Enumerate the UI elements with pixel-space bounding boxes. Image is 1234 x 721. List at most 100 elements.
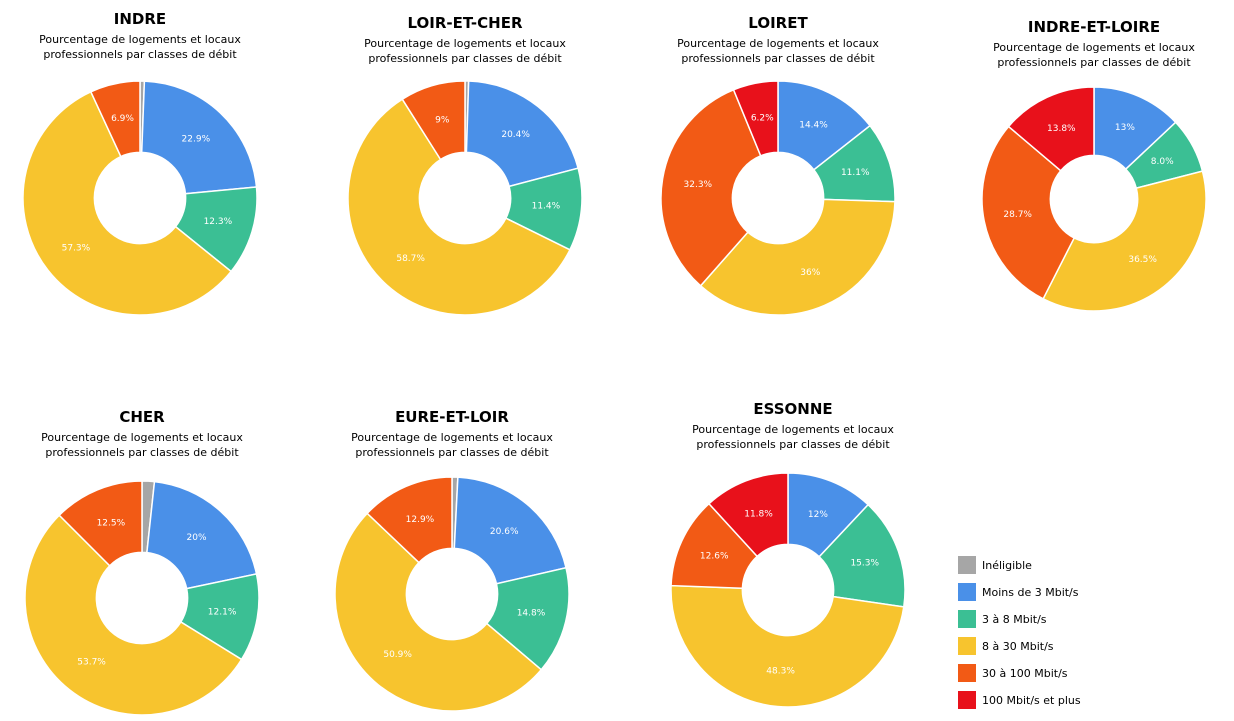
chart-title: LOIRET xyxy=(748,14,808,32)
slice-data-label: 32.3% xyxy=(684,180,713,190)
slice-data-label: 48.3% xyxy=(766,666,795,676)
donut-slice-lt3 xyxy=(146,480,258,590)
legend-item-3to8: 3 à 8 Mbit/s xyxy=(958,609,1081,629)
chart-panel-cher: CHER Pourcentage de logements et locaux … xyxy=(2,408,282,460)
chart-subtitle-line1: Pourcentage de logements et locaux xyxy=(351,431,553,444)
chart-subtitle-line2: professionnels par classes de débit xyxy=(681,52,875,65)
legend-item-gt100: 100 Mbit/s et plus xyxy=(958,690,1081,710)
chart-subtitle-line2: professionnels par classes de débit xyxy=(45,446,239,459)
chart-subtitle-line1: Pourcentage de logements et locaux xyxy=(692,423,894,436)
legend-swatch xyxy=(958,583,976,601)
donut-slice-3to8 xyxy=(818,503,906,608)
chart-title: ESSONNE xyxy=(753,400,833,418)
chart-subtitle-line2: professionnels par classes de débit xyxy=(997,56,1191,69)
donut-chart-indre: 22.9% 12.3% 57.3% 6.9% xyxy=(22,80,258,316)
donut-slice-gt100 xyxy=(1007,86,1095,172)
chart-panel-eure-et-loir: EURE-ET-LOIR Pourcentage de logements et… xyxy=(312,408,592,460)
donut-slice-gt100 xyxy=(732,80,779,157)
slice-data-label: 50.9% xyxy=(383,650,412,660)
slice-data-label: 53.7% xyxy=(77,657,106,667)
legend-swatch xyxy=(958,556,976,574)
chart-subtitle-line2: professionnels par classes de débit xyxy=(696,438,890,451)
donut-chart-cher: 20% 12.1% 53.7% 12.5% xyxy=(24,480,260,716)
slice-data-label: 12% xyxy=(808,510,828,520)
donut-slice-30to100 xyxy=(366,476,453,564)
slice-data-label: 12.3% xyxy=(204,217,233,227)
donut-slice-8to30 xyxy=(22,90,233,316)
donut-slice-8to30 xyxy=(699,198,896,316)
donut-slice-30to100 xyxy=(401,80,466,161)
slice-data-label: 11.8% xyxy=(744,510,773,520)
slice-data-label: 8.0% xyxy=(1151,157,1174,167)
donut-chart-indre-et-loire: 13% 8.0% 36.5% 28.7% 13.8% xyxy=(981,86,1207,312)
slice-data-label: 12.1% xyxy=(208,607,237,617)
legend-swatch xyxy=(958,637,976,655)
slice-data-label: 20.6% xyxy=(490,527,519,537)
donut-chart-essonne: 12% 15.3% 48.3% 12.6% 11.8% xyxy=(670,472,906,708)
slice-data-label: 12.6% xyxy=(700,551,729,561)
donut-chart-eure-et-loir: 20.6% 14.8% 50.9% 12.9% xyxy=(334,476,570,712)
slice-data-label: 36.5% xyxy=(1128,255,1157,265)
legend-swatch xyxy=(958,610,976,628)
chart-title: CHER xyxy=(119,408,165,426)
chart-subtitle-line1: Pourcentage de logements et locaux xyxy=(39,33,241,46)
legend-label: 30 à 100 Mbit/s xyxy=(982,666,1068,680)
slice-data-label: 9% xyxy=(435,115,450,125)
donut-slice-gt100 xyxy=(707,472,789,558)
legend-swatch xyxy=(958,664,976,682)
donut-slice-8to30 xyxy=(670,584,905,708)
legend-item-8to30: 8 à 30 Mbit/s xyxy=(958,636,1081,656)
donut-slice-8to30 xyxy=(334,512,543,712)
slice-data-label: 13% xyxy=(1115,123,1135,133)
legend-label: Moins de 3 Mbit/s xyxy=(982,585,1079,599)
chart-subtitle-line1: Pourcentage de logements et locaux xyxy=(41,431,243,444)
chart-title: EURE-ET-LOIR xyxy=(395,408,509,426)
chart-title: INDRE-ET-LOIRE xyxy=(1027,18,1161,36)
donut-slice-30to100 xyxy=(58,480,143,567)
slice-data-label: 13.8% xyxy=(1047,124,1076,134)
legend-label: 8 à 30 Mbit/s xyxy=(982,639,1054,653)
donut-slice-3to8 xyxy=(485,566,570,671)
chart-subtitle-line1: Pourcentage de logements et locaux xyxy=(677,37,879,50)
slice-data-label: 20% xyxy=(187,533,207,543)
donut-chart-loiret: 14.4% 11.1% 36% 32.3% 6.2% xyxy=(660,80,896,316)
slice-data-label: 58.7% xyxy=(396,254,425,264)
chart-panel-loiret: LOIRET Pourcentage de logements et locau… xyxy=(638,14,918,66)
slice-data-label: 11.1% xyxy=(841,168,870,178)
slice-data-label: 22.9% xyxy=(182,134,211,144)
chart-panel-essonne: ESSONNE Pourcentage de logements et loca… xyxy=(653,400,933,452)
slice-data-label: 36% xyxy=(800,268,820,278)
slice-data-label: 14.8% xyxy=(517,609,546,619)
chart-subtitle-line1: Pourcentage de logements et locaux xyxy=(993,41,1195,54)
chart-subtitle-line2: professionnels par classes de débit xyxy=(43,48,237,61)
legend-swatch xyxy=(958,691,976,709)
slice-data-label: 14.4% xyxy=(799,120,828,130)
donut-slice-lt3 xyxy=(140,80,258,195)
slice-data-label: 12.5% xyxy=(97,518,126,528)
donut-chart-loir-et-cher: 20.4% 11.4% 58.7% 9% xyxy=(347,80,583,316)
slice-data-label: 57.3% xyxy=(62,244,91,254)
legend-label: 3 à 8 Mbit/s xyxy=(982,612,1047,626)
chart-subtitle-line2: professionnels par classes de débit xyxy=(368,52,562,65)
chart-legend: Inéligible Moins de 3 Mbit/s 3 à 8 Mbit/… xyxy=(958,555,1081,717)
chart-subtitle-line1: Pourcentage de logements et locaux xyxy=(364,37,566,50)
legend-item-30to100: 30 à 100 Mbit/s xyxy=(958,663,1081,683)
chart-subtitle-line2: professionnels par classes de débit xyxy=(355,446,549,459)
chart-panel-indre-et-loire: INDRE-ET-LOIRE Pourcentage de logements … xyxy=(954,18,1234,70)
slice-data-label: 15.3% xyxy=(850,559,879,569)
donut-slice-30to100 xyxy=(660,88,762,287)
chart-title: INDRE xyxy=(113,10,167,28)
slice-data-label: 11.4% xyxy=(532,202,561,212)
legend-item-lt3: Moins de 3 Mbit/s xyxy=(958,582,1081,602)
slice-data-label: 20.4% xyxy=(501,130,530,140)
legend-label: Inéligible xyxy=(982,558,1032,572)
donut-slice-lt3 xyxy=(453,476,567,585)
donut-slice-30to100 xyxy=(89,80,141,158)
chart-title: LOIR-ET-CHER xyxy=(407,14,523,32)
legend-label: 100 Mbit/s et plus xyxy=(982,693,1081,707)
donut-slice-8to30 xyxy=(347,98,571,316)
slice-data-label: 6.2% xyxy=(751,114,774,124)
donut-slice-8to30 xyxy=(1042,170,1207,312)
legend-item-ineligible: Inéligible xyxy=(958,555,1081,575)
chart-panel-indre: INDRE Pourcentage de logements et locaux… xyxy=(0,10,280,62)
